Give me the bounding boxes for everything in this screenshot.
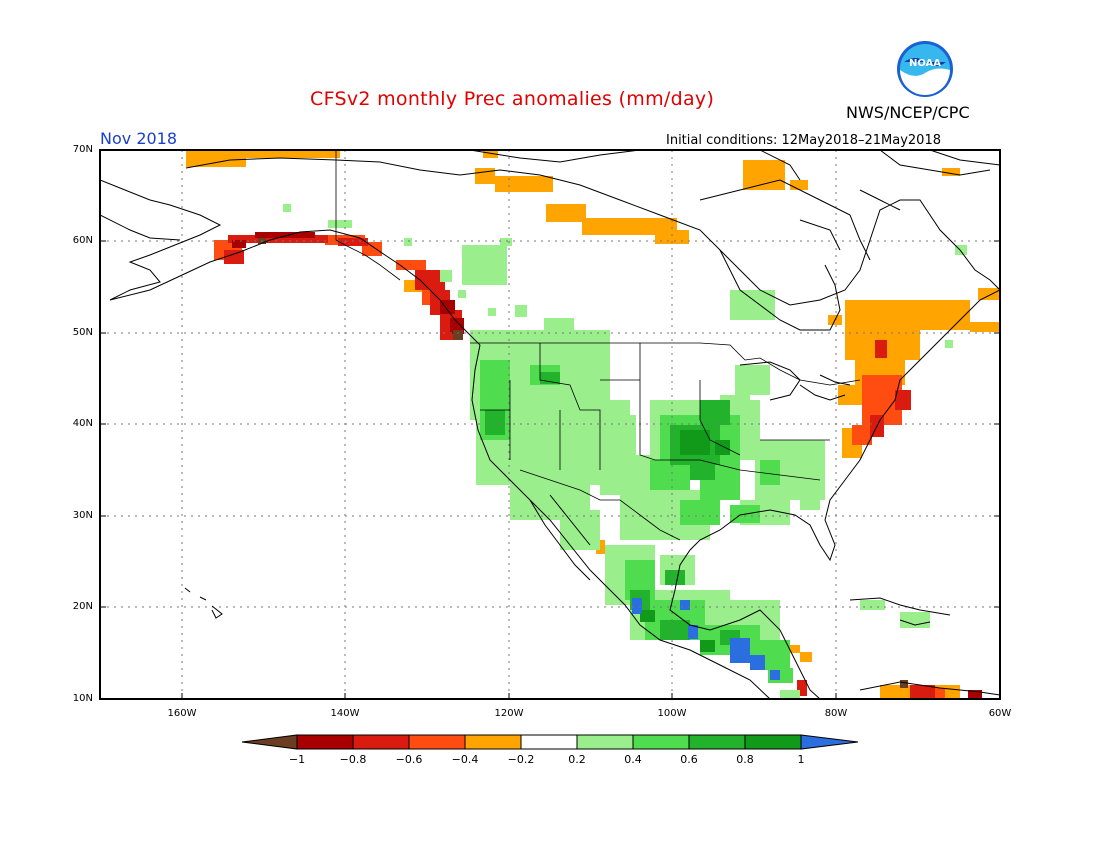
- colorbar-swatch: [241, 734, 298, 750]
- noaa-logo-text: NOAA: [909, 58, 941, 69]
- colorbar-swatch: [352, 734, 410, 750]
- lat-label: 60N: [72, 235, 93, 246]
- colorbar-swatch: [800, 734, 859, 750]
- initial-conditions: Initial conditions: 12May2018–21May2018: [666, 133, 941, 148]
- forecast-month: Nov 2018: [100, 129, 178, 148]
- lat-label: 20N: [72, 601, 93, 612]
- lon-label: 100W: [657, 708, 687, 719]
- colorbar-tick: 0.4: [624, 753, 642, 766]
- colorbar-tick: 1: [797, 753, 805, 766]
- colorbar-swatch: [464, 734, 522, 750]
- colorbar-tick: −0.8: [339, 753, 367, 766]
- colorbar-swatch: [576, 734, 634, 750]
- colorbar-swatch: [296, 734, 354, 750]
- lon-label: 120W: [494, 708, 524, 719]
- colorbar-swatch: [520, 734, 578, 750]
- colorbar: [241, 734, 859, 750]
- wet-extreme: [632, 598, 780, 680]
- lon-label: 160W: [167, 708, 197, 719]
- lon-label: 60W: [988, 708, 1012, 719]
- coastlines: [100, 150, 1000, 699]
- agency-label: NWS/NCEP/CPC: [846, 103, 970, 122]
- borders: [335, 150, 861, 541]
- anomaly-field: [100, 150, 1000, 699]
- gridlines: [100, 150, 1000, 699]
- colorbar-tick: −0.6: [395, 753, 423, 766]
- chart-title: CFSv2 monthly Prec anomalies (mm/day): [310, 88, 715, 110]
- lat-label: 10N: [72, 693, 93, 704]
- colorbar-tick: 0.6: [680, 753, 698, 766]
- lat-label: 70N: [72, 144, 93, 155]
- colorbar-swatch: [408, 734, 466, 750]
- colorbar-swatch: [632, 734, 690, 750]
- colorbar-swatch: [744, 734, 802, 750]
- lon-label: 80W: [824, 708, 848, 719]
- wet-very-strong: [640, 430, 730, 652]
- lon-label: 140W: [330, 708, 360, 719]
- lat-label: 30N: [72, 510, 93, 521]
- lat-label: 50N: [72, 327, 93, 338]
- colorbar-tick: 0.8: [736, 753, 754, 766]
- colorbar-tick: −0.2: [507, 753, 535, 766]
- colorbar-tick: −0.4: [451, 753, 479, 766]
- colorbar-tick: −1: [288, 753, 306, 766]
- lat-label: 40N: [72, 418, 93, 429]
- frame-ticks: [100, 240, 1000, 699]
- noaa-logo-icon: NOAA: [897, 41, 953, 97]
- colorbar-tick: 0.2: [568, 753, 586, 766]
- colorbar-swatch: [688, 734, 746, 750]
